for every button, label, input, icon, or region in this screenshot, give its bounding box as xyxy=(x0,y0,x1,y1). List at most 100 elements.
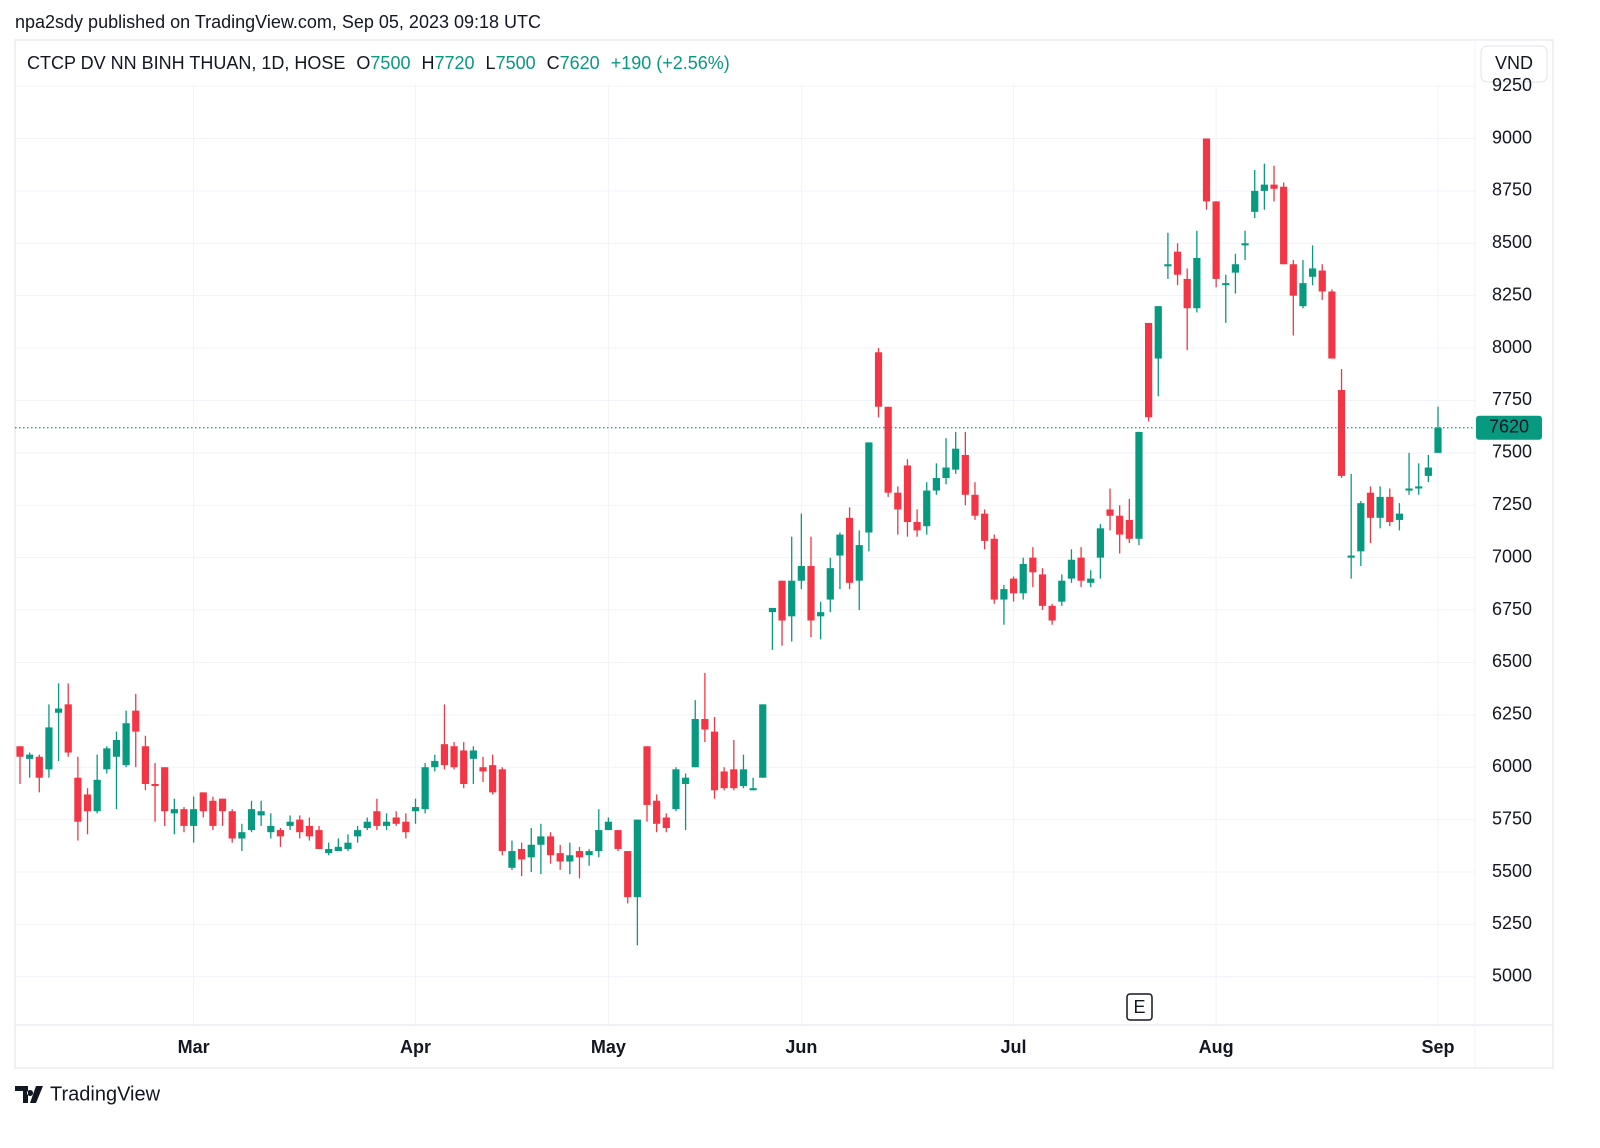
candle-body xyxy=(1038,574,1047,606)
candle-body xyxy=(942,467,950,479)
candle-body xyxy=(1308,268,1317,277)
candle-body xyxy=(382,821,391,826)
candle-body xyxy=(161,767,169,812)
candle-body xyxy=(1280,186,1288,265)
candle-body xyxy=(768,607,777,613)
y-tick-label: 6250 xyxy=(1492,704,1532,724)
candle-body xyxy=(64,704,72,753)
h-label: H xyxy=(421,53,434,73)
candle-body xyxy=(440,744,449,766)
earnings-marker-label: E xyxy=(1133,997,1145,1017)
candle-body xyxy=(479,767,487,772)
candle-body xyxy=(1116,515,1124,535)
candle-body xyxy=(1202,138,1211,202)
currency-button[interactable] xyxy=(1480,45,1548,83)
earnings-marker[interactable] xyxy=(1126,993,1153,1021)
currency: VND xyxy=(1495,53,1533,73)
symbol: CTCP DV NN BINH THUAN, 1D, HOSE xyxy=(27,53,345,73)
candle-body xyxy=(604,821,613,831)
candle-body xyxy=(826,568,834,600)
candle-body xyxy=(1087,578,1095,583)
candle-body xyxy=(894,492,902,510)
candle-body xyxy=(1299,283,1307,307)
candle-body xyxy=(1000,589,1008,600)
x-tick-label: May xyxy=(591,1037,626,1057)
candle-body xyxy=(961,454,969,495)
candle-body xyxy=(556,853,564,862)
y-tick-label: 5500 xyxy=(1492,861,1532,881)
y-tick-label: 7250 xyxy=(1492,494,1532,514)
candle-body xyxy=(990,538,998,600)
change: +190 (+2.56%) xyxy=(611,53,730,73)
candle-body xyxy=(199,792,207,812)
candle-body xyxy=(1096,528,1104,558)
candle-body xyxy=(1395,513,1404,520)
candle-body xyxy=(778,580,786,621)
candle-body xyxy=(884,406,892,493)
candle-body xyxy=(26,754,34,759)
candle-body xyxy=(585,851,593,856)
candle-body xyxy=(1058,580,1066,602)
candle-body xyxy=(1048,605,1056,621)
candle-body xyxy=(662,817,670,828)
candle-body xyxy=(797,566,805,581)
y-tick-label: 8250 xyxy=(1492,284,1532,304)
candle-body xyxy=(1231,264,1240,273)
candle-body xyxy=(759,704,767,778)
candle-body xyxy=(373,811,381,826)
candle-body xyxy=(1347,555,1355,558)
candle-body xyxy=(392,817,400,824)
published-line: npa2sdy published on TradingView.com, Se… xyxy=(15,12,541,32)
y-tick-label: 5250 xyxy=(1492,913,1532,933)
candle-body xyxy=(132,710,140,732)
candle-body xyxy=(903,465,912,523)
candle-body xyxy=(1376,496,1384,518)
candle-body xyxy=(845,517,854,583)
candle-body xyxy=(971,494,979,516)
candle-body xyxy=(411,807,420,812)
x-tick-label: Mar xyxy=(178,1037,210,1057)
candle-body xyxy=(508,851,516,868)
candle-body xyxy=(103,748,111,770)
candle-body xyxy=(913,522,921,531)
candle-body xyxy=(421,767,429,810)
y-tick-label: 5750 xyxy=(1492,808,1532,828)
candle-body xyxy=(489,765,497,793)
candle-body xyxy=(1366,492,1375,518)
y-tick-label: 6750 xyxy=(1492,599,1532,619)
candle-body xyxy=(1386,496,1394,523)
candle-body xyxy=(807,566,815,621)
candle-body xyxy=(537,836,545,845)
candle-body xyxy=(363,821,371,828)
candle-body xyxy=(1337,389,1346,476)
candle-body xyxy=(1357,503,1365,552)
candle-body xyxy=(1029,557,1037,573)
candle-body xyxy=(238,832,246,839)
candle-body xyxy=(498,769,506,852)
candle-body xyxy=(141,746,150,784)
candle-body xyxy=(1193,257,1201,309)
candle-body xyxy=(1405,488,1413,491)
candle-body xyxy=(643,746,651,805)
candle-body xyxy=(1164,264,1172,267)
candle-body xyxy=(257,811,265,816)
candle-body xyxy=(276,830,285,837)
candle-body xyxy=(16,746,24,757)
candle-body xyxy=(701,719,709,730)
y-tick-label: 8000 xyxy=(1492,337,1532,357)
candle-body xyxy=(1067,559,1076,579)
c-value: 7620 xyxy=(560,53,600,73)
y-tick-label: 9000 xyxy=(1492,127,1532,147)
candle-body xyxy=(296,819,304,833)
candle-body xyxy=(1183,278,1191,309)
candle-body xyxy=(710,731,719,791)
candle-body xyxy=(334,846,342,852)
candle-body xyxy=(855,545,863,581)
candle-body xyxy=(653,800,661,824)
candle-body xyxy=(1145,322,1153,418)
candle-body xyxy=(865,442,873,533)
chart-frame xyxy=(14,39,1554,1069)
candle-body xyxy=(460,750,468,784)
candle-body xyxy=(218,798,227,812)
